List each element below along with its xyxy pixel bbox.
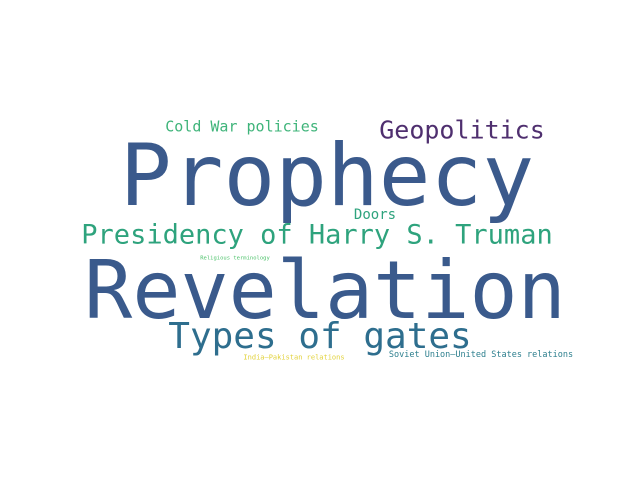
word-revelation: Revelation (84, 244, 566, 337)
word-geopolitics: Geopolitics (379, 115, 545, 145)
word-soviet-us-relations: Soviet Union–United States relations (388, 349, 574, 360)
word-presidency-truman: Presidency of Harry S. Truman (81, 219, 553, 251)
word-cold-war-policies: Cold War policies (165, 117, 319, 136)
word-prophecy: Prophecy (119, 126, 535, 226)
word-india-pakistan-relations: India–Pakistan relations (243, 353, 345, 362)
word-types-of-gates: Types of gates (168, 316, 472, 357)
word-religious-terminology: Religious terminology (200, 255, 270, 262)
word-doors: Doors (353, 207, 397, 223)
